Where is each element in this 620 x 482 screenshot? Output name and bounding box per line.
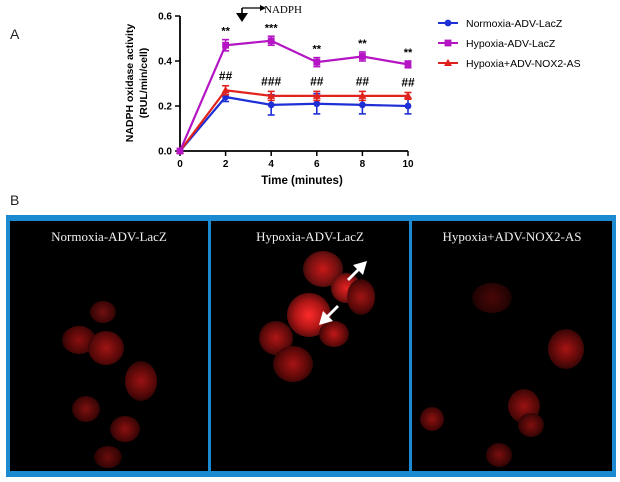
- x-tick-label: 6: [314, 159, 320, 170]
- cell: [420, 407, 444, 431]
- y-axis-title-line2: (RUL/min/cell): [138, 48, 150, 119]
- cell: [319, 321, 349, 347]
- significance-star: **: [313, 44, 322, 56]
- data-point: [404, 60, 412, 68]
- micrograph-hypoxia: Hypoxia-ADV-LacZ: [211, 221, 409, 471]
- cell: [90, 301, 116, 323]
- nadph-arrow-label: NADPH: [264, 4, 302, 16]
- data-point: [359, 101, 366, 109]
- cell: [94, 446, 122, 468]
- data-point: [221, 86, 230, 94]
- down-arrow-icon: [236, 13, 248, 22]
- series-line: [178, 39, 409, 152]
- significance-hash: ##: [356, 74, 370, 88]
- cell: [486, 443, 512, 467]
- legend: Normoxia-ADV-LacZ Hypoxia-ADV-LacZ Hypoxia…: [438, 18, 581, 70]
- panel-b-letter: B: [10, 192, 20, 208]
- significance-hash: ##: [401, 76, 415, 90]
- y-axis-title-line1: NADPH oxidase activity: [124, 24, 136, 143]
- x-tick-label: 10: [402, 159, 414, 170]
- cell: [518, 413, 544, 437]
- right-arrow-icon: [260, 5, 266, 11]
- data-point: [444, 19, 452, 27]
- cell: [347, 279, 375, 315]
- series-layer: [176, 35, 412, 155]
- nadph-oxidase-chart: 0.00.20.40.60 2 4 6 8 10 ** ***** ****## ### ## ##…: [124, 4, 581, 187]
- nadph-arrow: NADPH: [236, 4, 302, 22]
- legend-item: Hypoxia-ADV-LacZ: [438, 38, 556, 50]
- series-Normoxia-ADV-LacZ: [176, 91, 412, 155]
- x-tick-label: 4: [268, 159, 274, 170]
- x-tick-label: 0: [177, 159, 183, 170]
- significance-hash: ##: [310, 74, 324, 88]
- data-point: [404, 102, 412, 110]
- panel-a-letter: A: [10, 26, 20, 42]
- significance-hash: ##: [219, 69, 233, 83]
- x-axis-title: Time (minutes): [261, 175, 343, 187]
- series-line: [179, 95, 409, 152]
- legend-item: Normoxia-ADV-LacZ: [438, 18, 563, 30]
- significance-star: ***: [265, 22, 279, 34]
- series-line: [179, 89, 408, 152]
- data-point: [312, 91, 321, 99]
- data-point: [222, 41, 229, 49]
- data-point: [404, 91, 412, 99]
- data-point: [313, 58, 321, 66]
- micrograph-label: Hypoxia-ADV-LacZ: [256, 229, 364, 244]
- significance-star: **: [358, 38, 367, 50]
- arrow-icon: [319, 305, 339, 325]
- significance-annotations: ** ***** ****## ### ## ## ##: [219, 22, 415, 89]
- micrograph-normoxia: Normoxia-ADV-LacZ: [10, 221, 208, 471]
- axes: 0.0 0.2 0.4 0.6 0 2 4 6 8 10: [158, 12, 414, 171]
- significance-star: **: [221, 26, 230, 38]
- legend-item: Hypoxia+ADV-NOX2-AS: [438, 58, 581, 70]
- data-point: [444, 39, 452, 47]
- micrograph-label: Hypoxia+ADV-NOX2-AS: [442, 229, 582, 244]
- data-point: [359, 53, 366, 60]
- y-tick-label: 0.6: [158, 12, 172, 23]
- cell: [472, 283, 512, 313]
- data-point: [267, 37, 275, 45]
- cell: [273, 346, 313, 382]
- series-Hypoxia+ADV-NOX2-AS: [176, 84, 412, 154]
- legend-label: Hypoxia-ADV-LacZ: [466, 38, 556, 50]
- cell: [88, 331, 124, 365]
- cell: [72, 396, 100, 422]
- x-tick-label: 8: [360, 159, 366, 170]
- cell: [548, 329, 584, 369]
- data-point: [267, 91, 276, 99]
- y-tick-label: 0.0: [158, 147, 172, 158]
- legend-label: Normoxia-ADV-LacZ: [466, 18, 563, 30]
- data-point: [358, 91, 367, 99]
- series-Hypoxia-ADV-LacZ: [176, 35, 412, 155]
- micrograph-label: Normoxia-ADV-LacZ: [51, 229, 167, 244]
- cell: [110, 416, 140, 442]
- x-tick-label: 2: [223, 159, 229, 170]
- data-point: [444, 58, 452, 66]
- data-point: [313, 100, 321, 108]
- fluorescence-panel: Normoxia-ADV-LacZ Hypoxia-ADV-LacZ: [6, 215, 616, 477]
- y-tick-label: 0.2: [158, 102, 172, 113]
- micrograph-nox2: Hypoxia+ADV-NOX2-AS: [412, 221, 612, 471]
- data-point: [176, 147, 184, 155]
- legend-label: Hypoxia+ADV-NOX2-AS: [466, 58, 581, 70]
- significance-hash: ###: [261, 74, 281, 88]
- cell: [125, 361, 157, 401]
- data-point: [267, 101, 275, 109]
- significance-star: **: [404, 47, 413, 59]
- arrow-icon: [347, 261, 367, 281]
- y-tick-label: 0.4: [158, 57, 172, 68]
